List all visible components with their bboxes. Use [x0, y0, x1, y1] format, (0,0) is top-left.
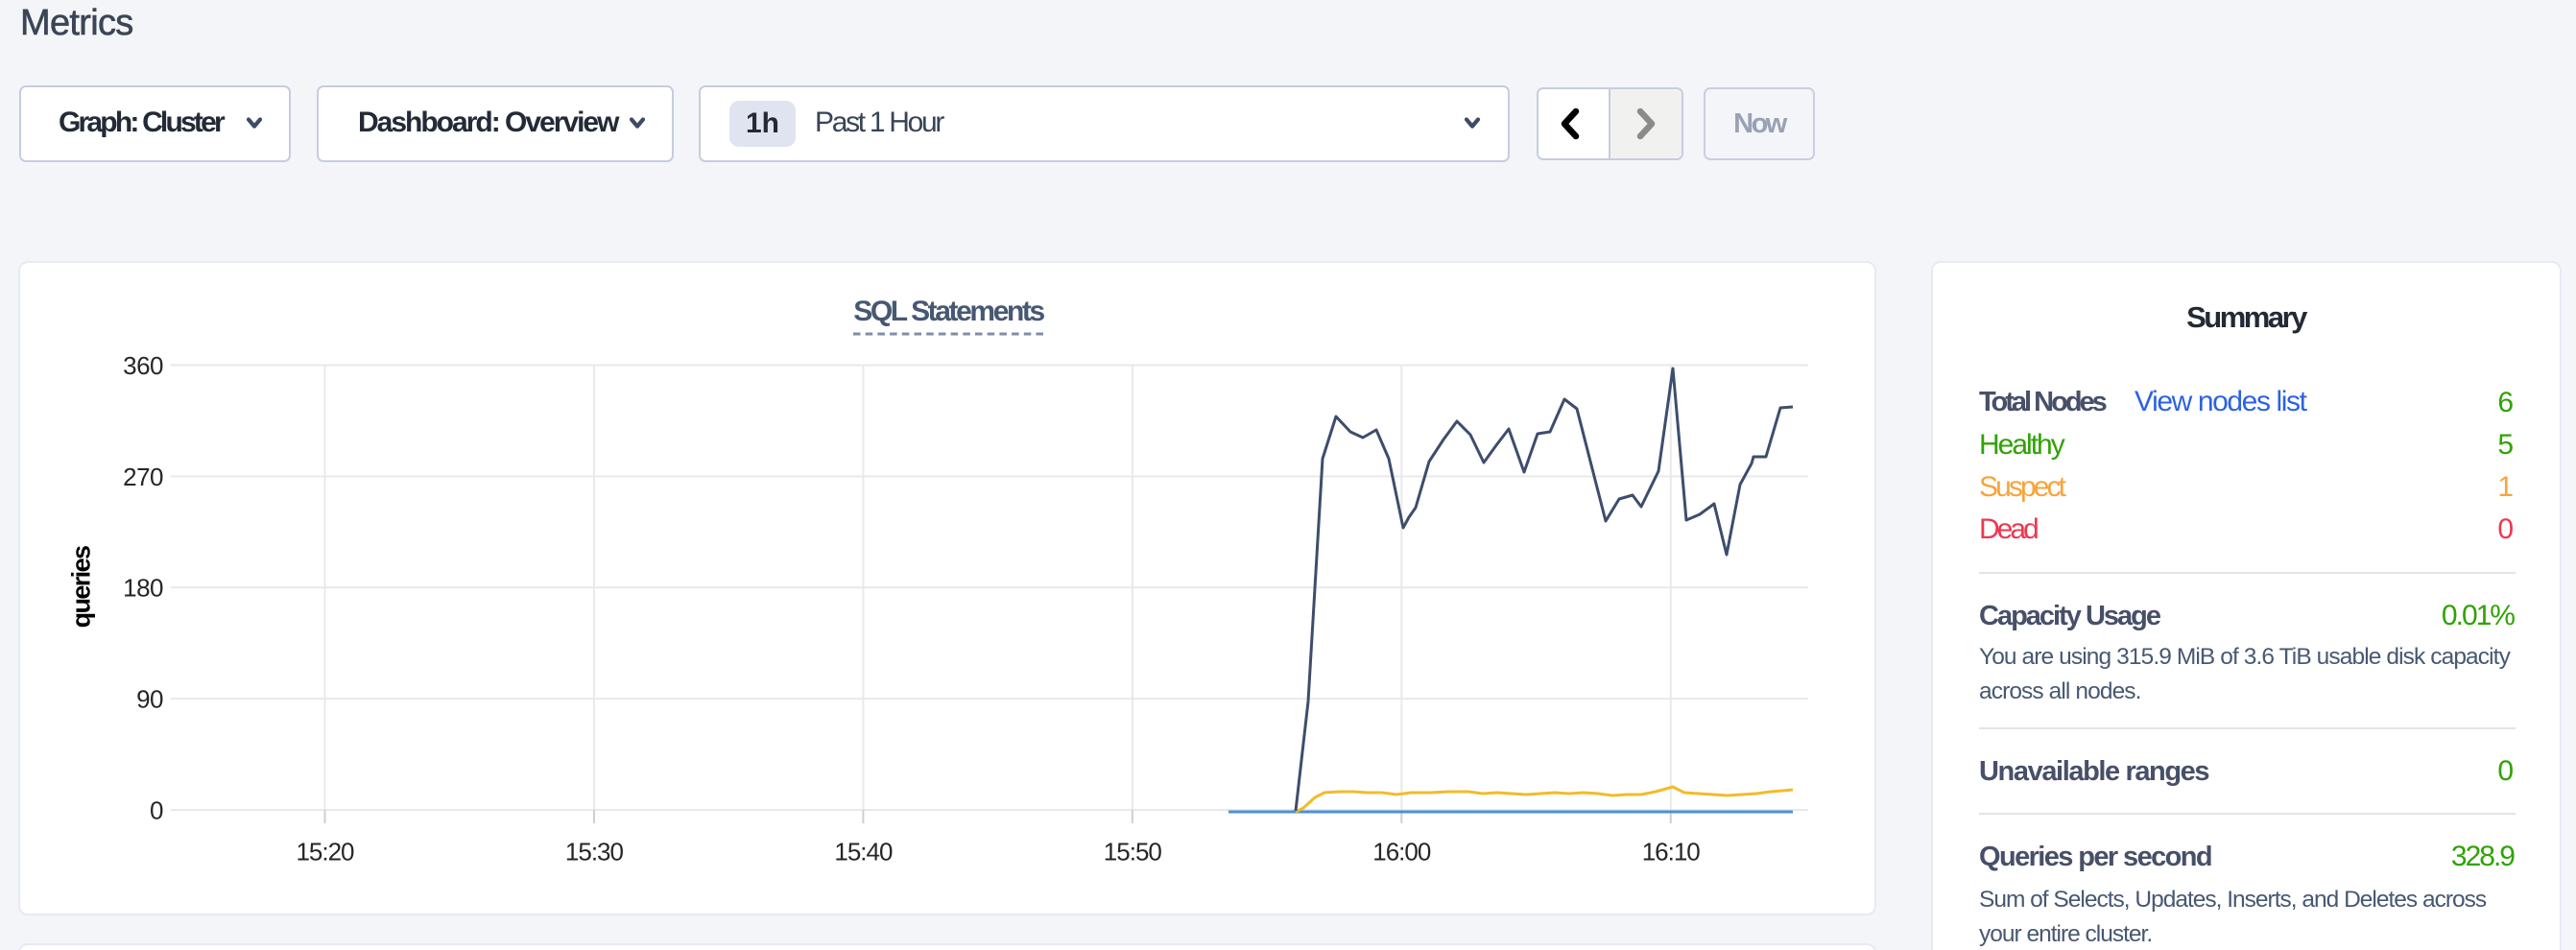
svg-text:15:20: 15:20 [296, 837, 354, 866]
svg-text:0: 0 [150, 796, 163, 824]
svg-text:16:10: 16:10 [1642, 837, 1701, 866]
svg-text:16:00: 16:00 [1372, 837, 1431, 866]
svg-text:15:50: 15:50 [1104, 837, 1162, 866]
svg-text:180: 180 [123, 574, 163, 603]
svg-text:360: 360 [123, 351, 163, 380]
svg-text:90: 90 [136, 685, 163, 714]
svg-text:queries: queries [67, 546, 96, 628]
svg-text:15:30: 15:30 [565, 837, 624, 866]
svg-text:15:40: 15:40 [834, 837, 893, 866]
svg-text:270: 270 [123, 463, 163, 491]
